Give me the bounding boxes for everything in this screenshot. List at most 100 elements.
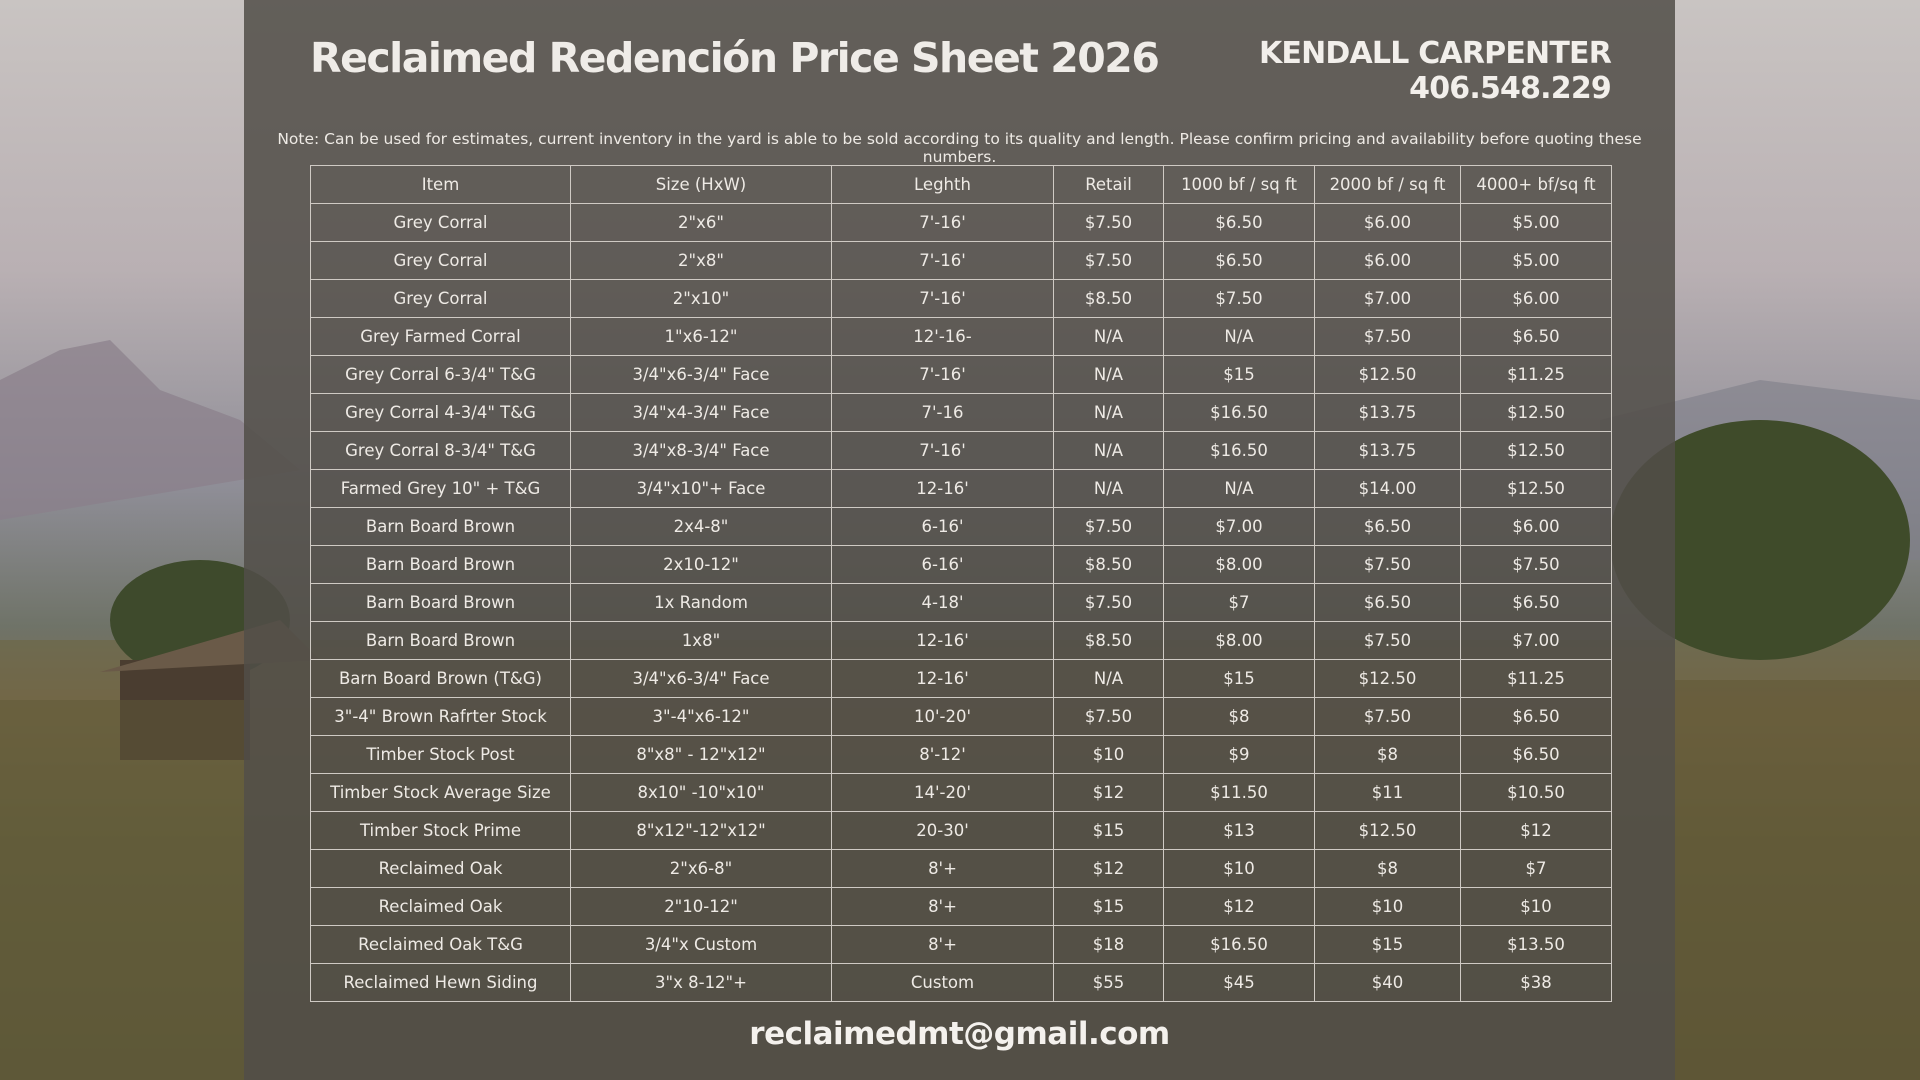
table-row: Barn Board Brown 2x10-12" 6-16' $8.50 $8.00 $…	[310, 545, 1612, 584]
table-cell: $5.00	[1460, 203, 1612, 242]
table-cell: Reclaimed Oak T&G	[310, 925, 571, 964]
table-cell: $12.50	[1460, 469, 1612, 508]
table-cell: N/A	[1053, 393, 1164, 432]
header-row: Item Size (HxW) Leghth Retail 1000 bf / sq f…	[310, 165, 1612, 204]
price-table: Item Size (HxW) Leghth Retail 1000 bf / sq f…	[310, 165, 1612, 1002]
table-cell: $15	[1163, 659, 1315, 698]
table-cell: 3"-4"x6-12"	[570, 697, 832, 736]
table-cell: 7'-16'	[831, 431, 1054, 470]
title: Reclaimed Redención Price Sheet 2026	[310, 34, 1160, 82]
table-cell: $7.50	[1460, 545, 1612, 584]
table-cell: $7.50	[1314, 697, 1461, 736]
note: Note: Can be used for estimates, current…	[277, 130, 1642, 166]
table-cell: $7.50	[1314, 317, 1461, 356]
table-cell: $8.50	[1053, 545, 1164, 584]
table-cell: 3/4"x10"+ Face	[570, 469, 832, 508]
table-cell: 2x4-8"	[570, 507, 832, 546]
table-cell: $12	[1163, 887, 1315, 926]
table-row: Timber Stock Average Size 8x10" -10"x10" 1…	[310, 773, 1612, 812]
table-cell: Timber Stock Average Size	[310, 773, 571, 812]
table-row: Timber Stock Prime 8"x12"-12"x12" 20-30' $1…	[310, 811, 1612, 850]
table-cell: $11	[1314, 773, 1461, 812]
table-cell: $12.50	[1314, 355, 1461, 394]
table-cell: $12.50	[1314, 811, 1461, 850]
table-cell: Barn Board Brown	[310, 545, 571, 584]
table-cell: N/A	[1053, 431, 1164, 470]
table-cell: $10	[1163, 849, 1315, 888]
table-cell: 3/4"x6-3/4" Face	[570, 355, 832, 394]
table-cell: $8	[1314, 849, 1461, 888]
column-header: 4000+ bf/sq ft	[1460, 165, 1612, 204]
table-cell: N/A	[1053, 355, 1164, 394]
table-cell: N/A	[1053, 659, 1164, 698]
table-cell: $7.50	[1163, 279, 1315, 318]
table-cell: Barn Board Brown	[310, 621, 571, 660]
table-cell: N/A	[1163, 317, 1315, 356]
table-cell: $6.00	[1314, 203, 1461, 242]
table-cell: $13.75	[1314, 393, 1461, 432]
table-cell: Reclaimed Hewn Siding	[310, 963, 571, 1002]
table-cell: 6-16'	[831, 507, 1054, 546]
column-header: Leghth	[831, 165, 1054, 204]
table-cell: $8	[1314, 735, 1461, 774]
table-row: Grey Corral 6-3/4" T&G 3/4"x6-3/4" Face 7'…	[310, 355, 1612, 394]
table-cell: 8'+	[831, 925, 1054, 964]
price-panel: Reclaimed Redención Price Sheet 2026 KEN…	[244, 0, 1675, 1080]
table-cell: 12-16'	[831, 659, 1054, 698]
table-cell: 7'-16'	[831, 355, 1054, 394]
table-row: Timber Stock Post 8"x8" - 12"x12" 8'-12' $1…	[310, 735, 1612, 774]
table-cell: $12	[1460, 811, 1612, 850]
table-cell: $8.50	[1053, 621, 1164, 660]
table-cell: $7.50	[1314, 545, 1461, 584]
table-cell: $16.50	[1163, 431, 1315, 470]
table-cell: Barn Board Brown	[310, 583, 571, 622]
table-cell: $12.50	[1460, 431, 1612, 470]
table-cell: 2"x10"	[570, 279, 832, 318]
table-cell: 7'-16'	[831, 279, 1054, 318]
table-cell: $6.50	[1314, 583, 1461, 622]
table-cell: $8.00	[1163, 545, 1315, 584]
table-cell: $6.50	[1460, 317, 1612, 356]
table-row: Reclaimed Oak T&G 3/4"x Custom 8'+ $18 $16.5…	[310, 925, 1612, 964]
table-cell: 3"x 8-12"+	[570, 963, 832, 1002]
table-cell: 8"x8" - 12"x12"	[570, 735, 832, 774]
table-cell: 2"x8"	[570, 241, 832, 280]
table-cell: $15	[1314, 925, 1461, 964]
table-row: Barn Board Brown 2x4-8" 6-16' $7.50 $7.00 $6.…	[310, 507, 1612, 546]
table-cell: 12-16'	[831, 469, 1054, 508]
table-cell: $6.50	[1163, 241, 1315, 280]
table-cell: 8'+	[831, 887, 1054, 926]
table-cell: Farmed Grey 10" + T&G	[310, 469, 571, 508]
table-cell: 8'-12'	[831, 735, 1054, 774]
table-cell: 10'-20'	[831, 697, 1054, 736]
table-cell: $7.50	[1314, 621, 1461, 660]
table-cell: 3/4"x4-3/4" Face	[570, 393, 832, 432]
table-cell: $7.00	[1314, 279, 1461, 318]
table-cell: $15	[1053, 811, 1164, 850]
table-cell: $11.50	[1163, 773, 1315, 812]
table-cell: 7'-16'	[831, 241, 1054, 280]
table-cell: $11.25	[1460, 659, 1612, 698]
table-row: Grey Corral 2"x10" 7'-16' $8.50 $7.50 $7.00 $6…	[310, 279, 1612, 318]
table-cell: $10	[1314, 887, 1461, 926]
table-cell: 2"x6-8"	[570, 849, 832, 888]
table-cell: $15	[1163, 355, 1315, 394]
table-cell: N/A	[1053, 317, 1164, 356]
table-cell: 7'-16'	[831, 203, 1054, 242]
table-cell: $12.50	[1314, 659, 1461, 698]
table-cell: $6.50	[1314, 507, 1461, 546]
email[interactable]: reclaimedmt@gmail.com	[749, 1016, 1170, 1052]
table-row: Reclaimed Hewn Siding 3"x 8-12"+ Custom $55…	[310, 963, 1612, 1002]
table-cell: Reclaimed Oak	[310, 887, 571, 926]
table-cell: $6.50	[1163, 203, 1315, 242]
table-row: Grey Farmed Corral 1"x6-12" 12'-16- N/A N/A $…	[310, 317, 1612, 356]
table-cell: $7.00	[1460, 621, 1612, 660]
table-cell: $10	[1460, 887, 1612, 926]
table-cell: $7.50	[1053, 241, 1164, 280]
table-cell: $10.50	[1460, 773, 1612, 812]
table-body: Grey Corral 2"x6" 7'-16' $7.50 $6.50 $6.00 $5.…	[310, 203, 1612, 1002]
table-cell: Timber Stock Post	[310, 735, 571, 774]
table-cell: Custom	[831, 963, 1054, 1002]
table-row: Farmed Grey 10" + T&G 3/4"x10"+ Face 12-16…	[310, 469, 1612, 508]
